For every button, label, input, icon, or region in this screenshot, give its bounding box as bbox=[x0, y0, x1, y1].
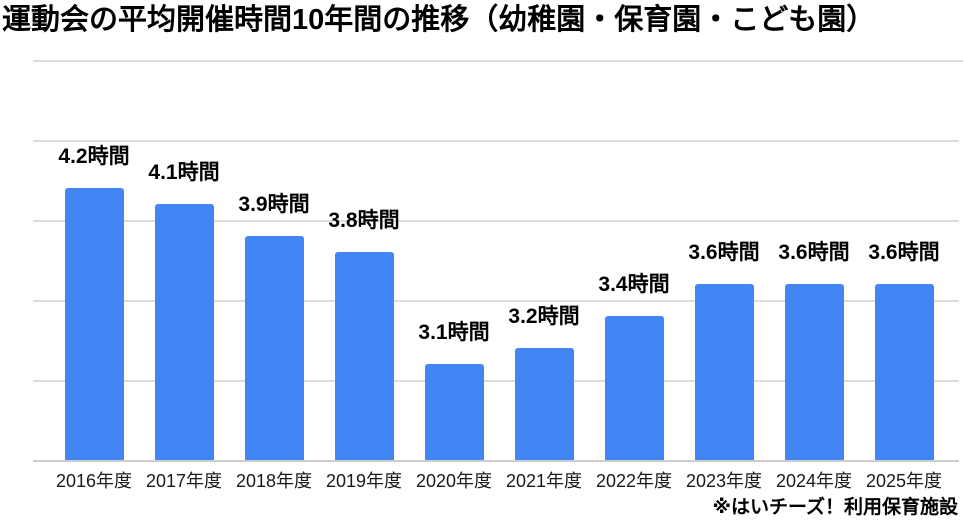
bar-2023年度 bbox=[694, 284, 754, 460]
x-axis-label: 2024年度 bbox=[775, 471, 853, 491]
gridline bbox=[33, 220, 959, 222]
gridline bbox=[33, 140, 959, 142]
bar-value-label: 3.8時間 bbox=[328, 208, 400, 232]
bar-2017年度 bbox=[154, 204, 214, 460]
bar-2022年度 bbox=[604, 316, 664, 460]
x-axis-label: 2025年度 bbox=[865, 471, 943, 491]
gridline bbox=[33, 380, 959, 382]
x-axis-label: 2021年度 bbox=[505, 471, 583, 491]
x-axis-label: 2023年度 bbox=[685, 471, 763, 491]
bar-value-label: 3.6時間 bbox=[688, 240, 760, 264]
x-axis-label: 2019年度 bbox=[325, 471, 403, 491]
source-note: ※はいチーズ！利用保育施設 bbox=[712, 497, 958, 518]
bar-2018年度 bbox=[244, 236, 304, 460]
bar-2024年度 bbox=[784, 284, 844, 460]
x-axis-label: 2017年度 bbox=[145, 471, 223, 491]
x-axis-baseline bbox=[33, 460, 959, 462]
page-title: 運動会の平均開催時間10年間の推移（幼稚園・保育園・こども園） bbox=[2, 4, 876, 36]
bar-value-label: 3.4時間 bbox=[598, 272, 670, 296]
x-axis-label: 2016年度 bbox=[55, 471, 133, 491]
bar-chart-plot-area: 4.2時間 2016年度 4.1時間 2017年度 3.9時間 2018年度 3.8時間 20… bbox=[33, 60, 961, 491]
gridline bbox=[33, 300, 959, 302]
x-axis-label: 2018年度 bbox=[235, 471, 313, 491]
bar-value-label: 3.1時間 bbox=[418, 320, 490, 344]
bar-2021年度 bbox=[514, 348, 574, 460]
bar-value-label: 3.6時間 bbox=[778, 240, 850, 264]
x-axis-label: 2020年度 bbox=[415, 471, 493, 491]
bar-2016年度 bbox=[64, 188, 124, 460]
bar-value-label: 3.6時間 bbox=[868, 240, 940, 264]
bar-value-label: 4.2時間 bbox=[58, 144, 130, 168]
bar-value-label: 3.2時間 bbox=[508, 304, 580, 328]
gridline bbox=[33, 60, 959, 62]
x-axis-label: 2022年度 bbox=[595, 471, 673, 491]
bar-value-label: 4.1時間 bbox=[148, 160, 220, 184]
bar-2020年度 bbox=[424, 364, 484, 460]
bar-2019年度 bbox=[334, 252, 394, 460]
bar-2025年度 bbox=[874, 284, 934, 460]
bar-value-label: 3.9時間 bbox=[238, 192, 310, 216]
